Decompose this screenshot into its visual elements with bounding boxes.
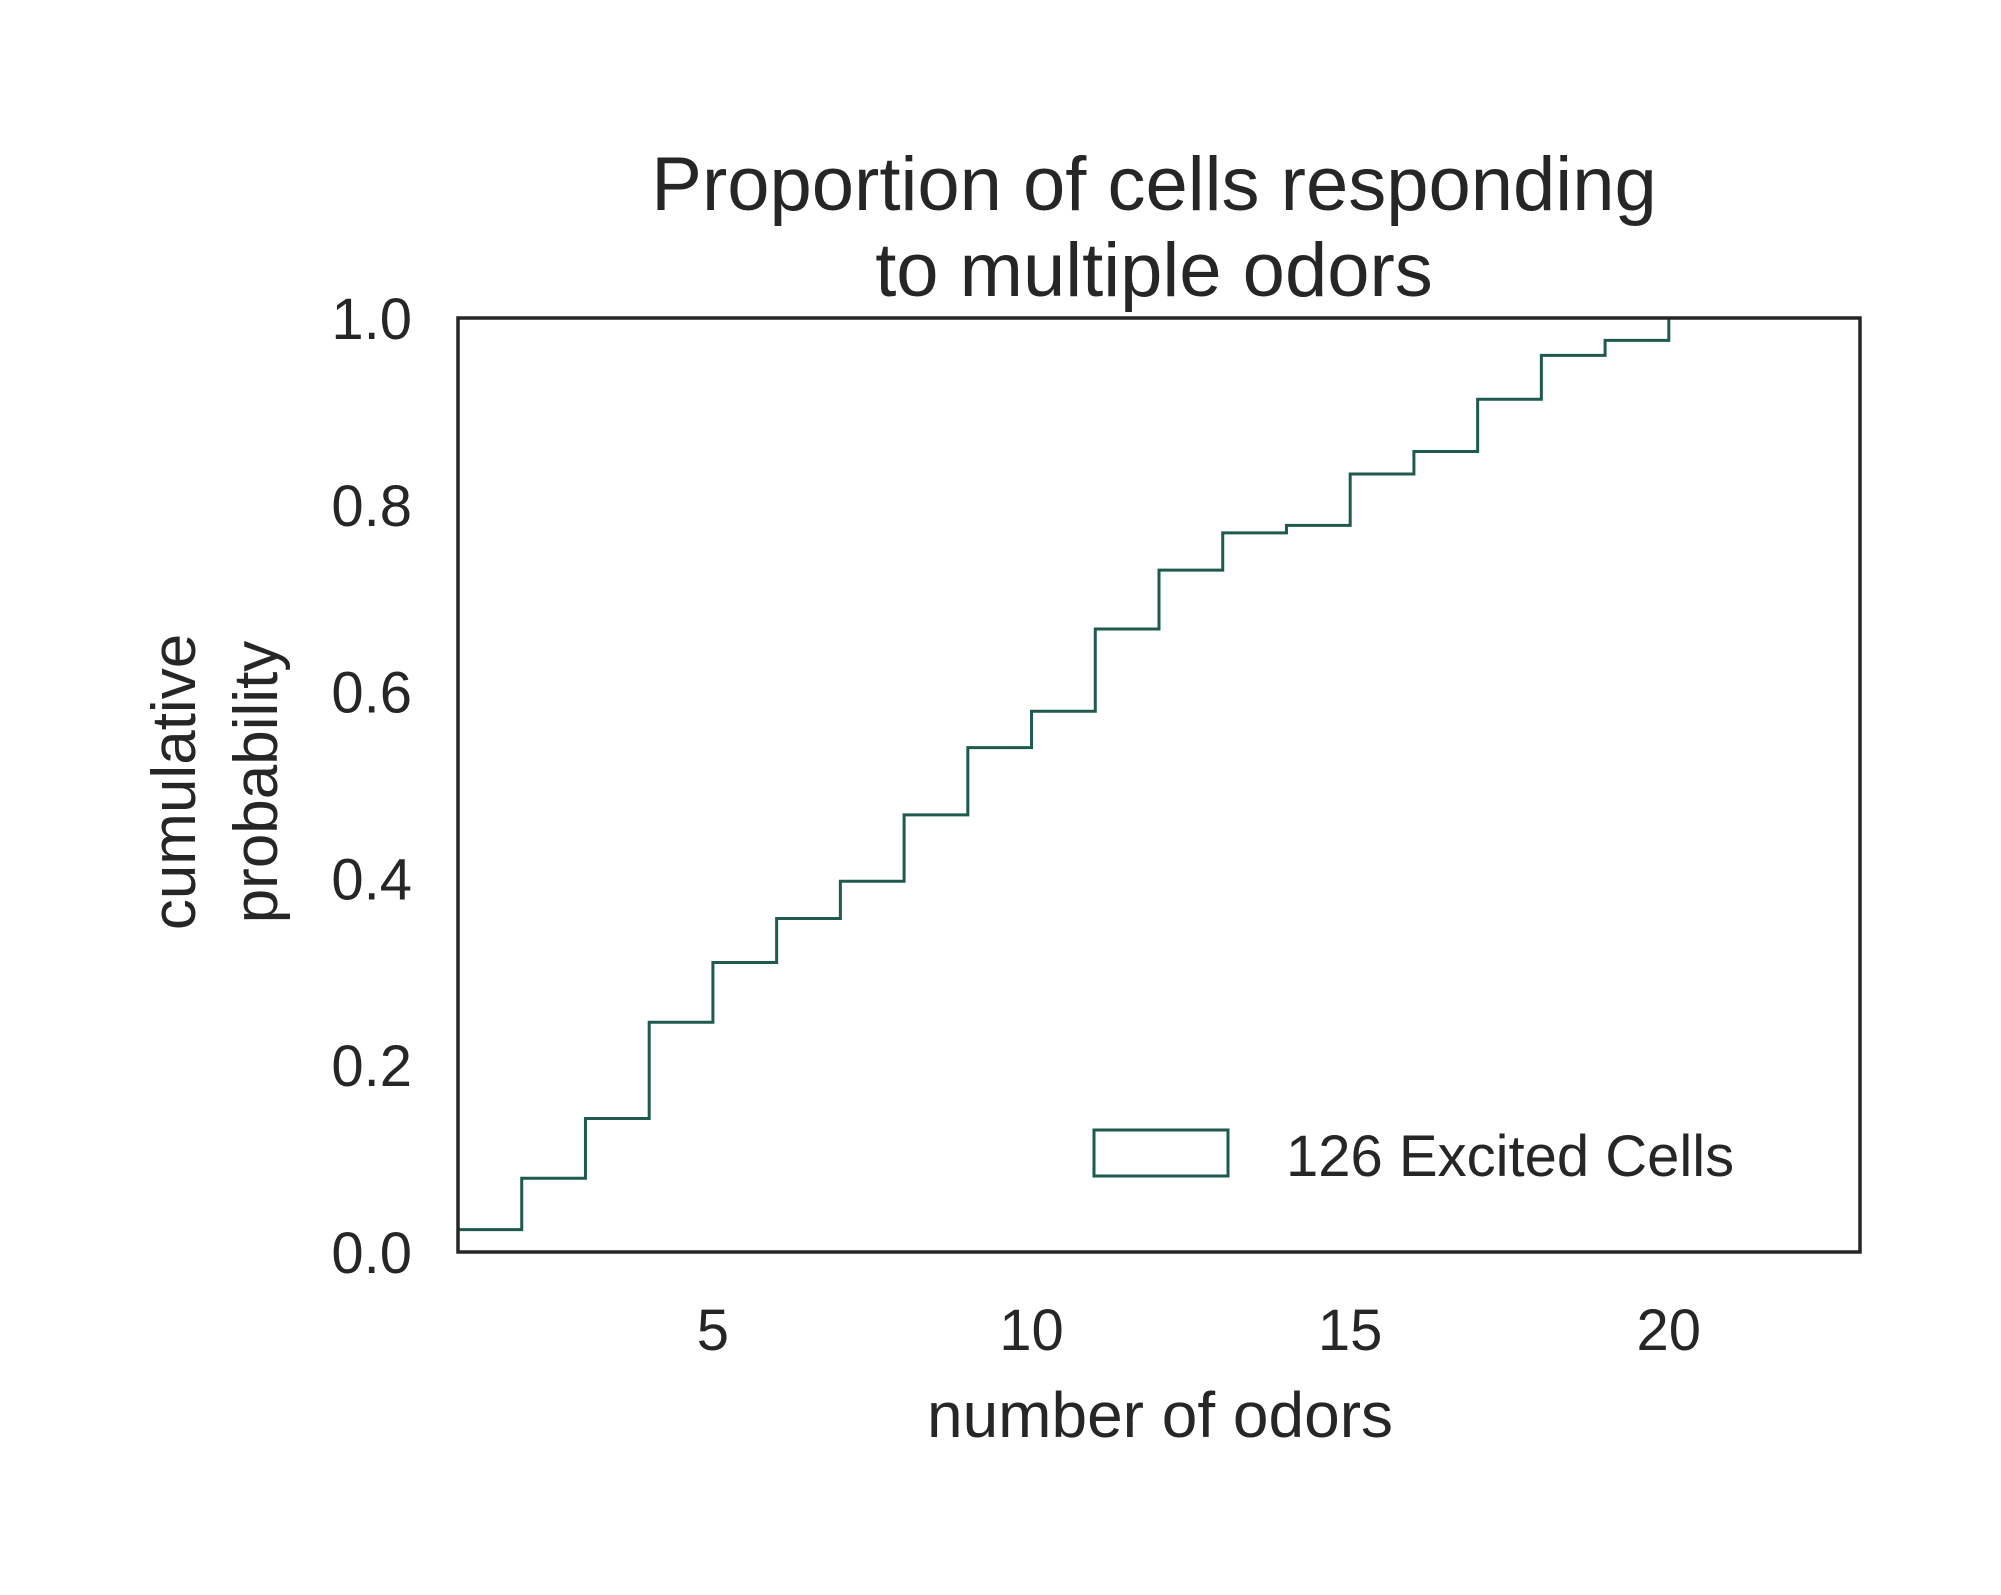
- y-tick-label: 0.4: [331, 847, 412, 912]
- y-tick-label: 0.0: [331, 1221, 412, 1286]
- x-tick-label: 20: [1637, 1298, 1702, 1363]
- plot-frame: [456, 316, 1862, 1254]
- y-tick-labels: 0.0 0.2 0.4 0.6 0.8 1.0: [331, 287, 412, 1286]
- chart-title-line-2: to multiple odors: [875, 228, 1433, 313]
- y-tick-label: 1.0: [331, 287, 412, 352]
- y-axis-label-line-2: probability: [222, 641, 291, 924]
- legend-label: 126 Excited Cells: [1286, 1124, 1734, 1189]
- legend: 126 Excited Cells: [1092, 1124, 1734, 1189]
- chart-title-line-1: Proportion of cells responding: [651, 142, 1656, 227]
- series-step-line: [458, 318, 1671, 1232]
- y-tick-label: 0.6: [331, 661, 412, 726]
- legend-swatch: [1092, 1128, 1230, 1178]
- x-axis-label: number of odors: [927, 1379, 1393, 1451]
- x-tick-labels: 5 10 15 20: [697, 1298, 1701, 1363]
- chart-title: Proportion of cells responding to multip…: [651, 142, 1656, 313]
- y-axis-label-line-1: cumulative: [140, 634, 209, 930]
- y-tick-label: 0.8: [331, 474, 412, 539]
- x-tick-label: 15: [1318, 1298, 1383, 1363]
- plot-area: [456, 316, 1862, 1254]
- y-axis-label: cumulative probability: [140, 634, 291, 930]
- x-tick-label: 10: [999, 1298, 1064, 1363]
- y-tick-label: 0.2: [331, 1034, 412, 1099]
- series-layer: [458, 318, 1671, 1232]
- x-tick-label: 5: [697, 1298, 729, 1363]
